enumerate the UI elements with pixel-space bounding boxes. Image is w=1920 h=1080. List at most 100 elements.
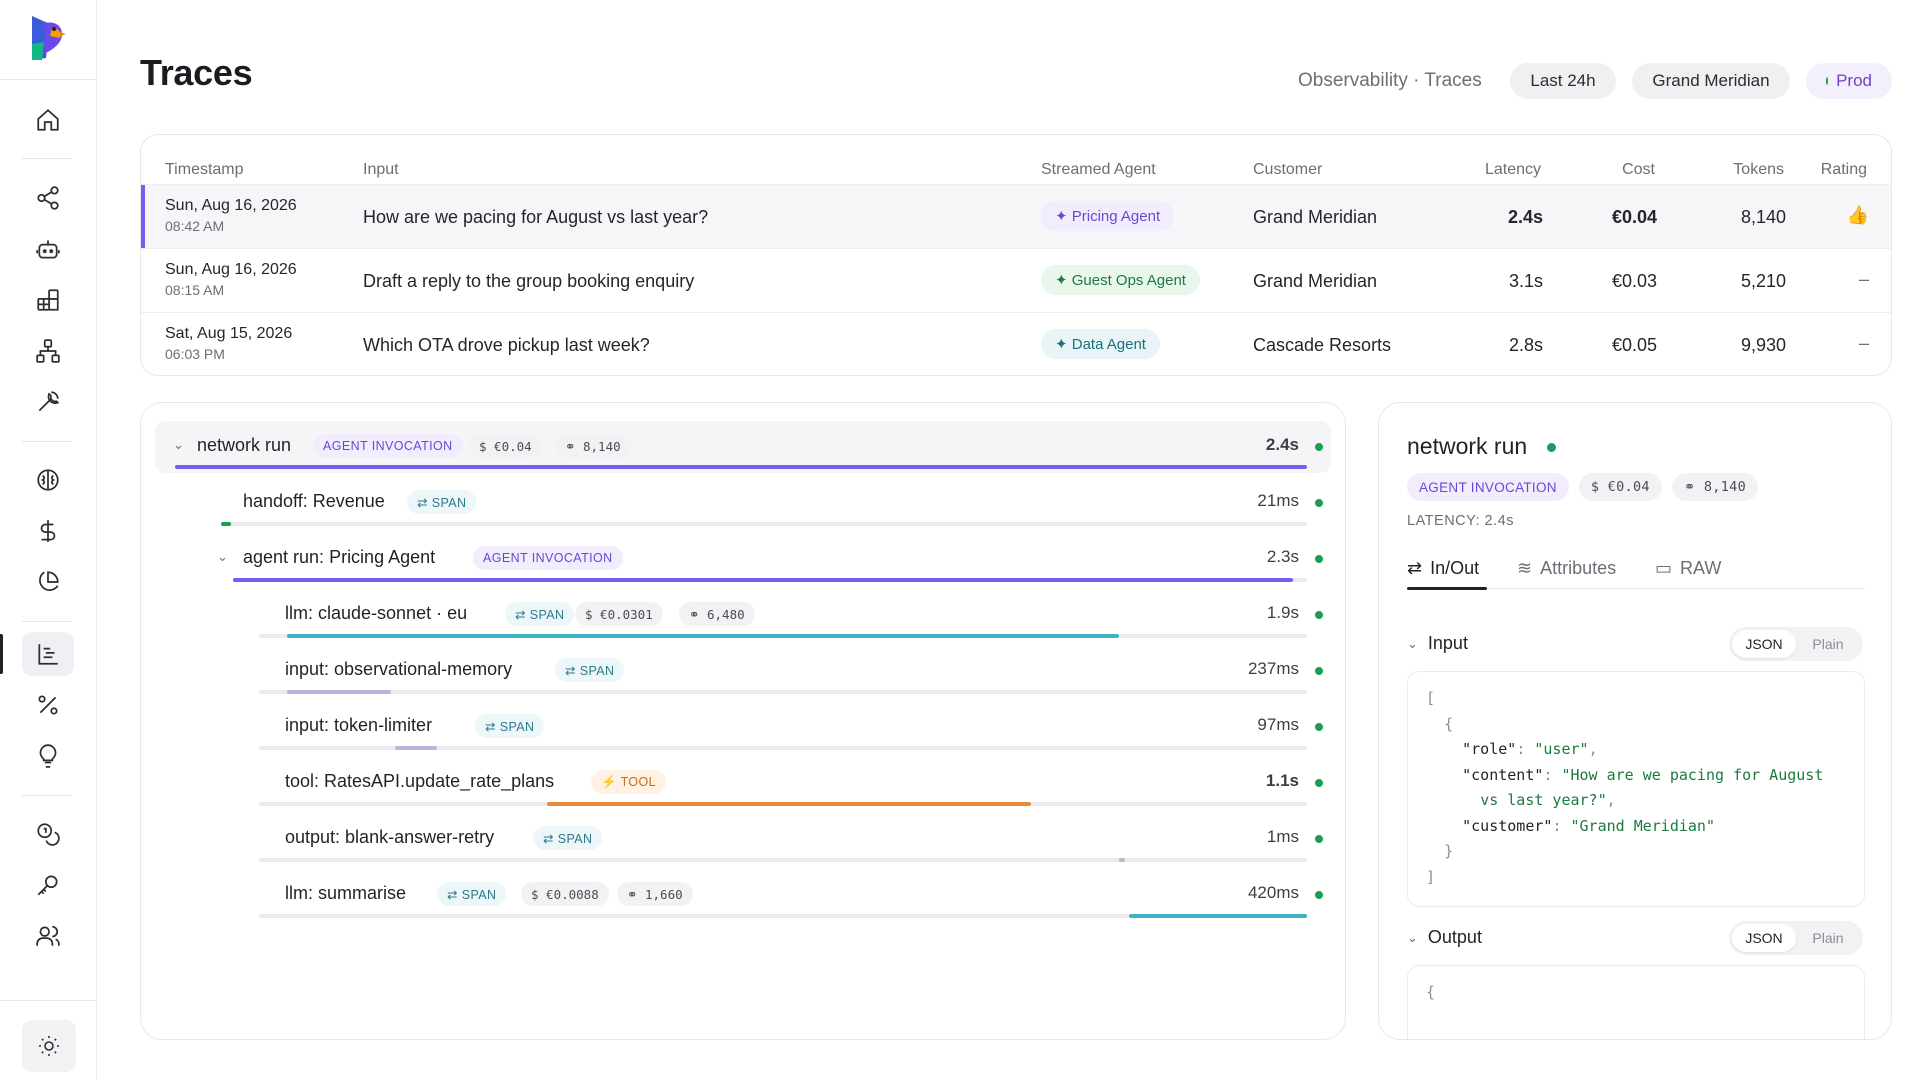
tab-attributes[interactable]: ≋ Attributes	[1517, 553, 1616, 583]
row-input: Which OTA drove pickup last week?	[363, 335, 650, 355]
header-input[interactable]: Input	[363, 161, 399, 178]
detail-tabs: ⇄ In/Out ≋ Attributes ▭ RAW	[1407, 545, 1865, 590]
span-name: agent run: Pricing Agent	[243, 547, 436, 567]
header-rating[interactable]: Rating	[1820, 161, 1867, 178]
sun-icon	[39, 1036, 59, 1056]
type-tag: AGENT INVOCATION	[1407, 473, 1569, 501]
output-section-toggle[interactable]: ⌄ Output	[1407, 927, 1482, 948]
coins-icon	[37, 823, 60, 846]
format-plain-button[interactable]: Plain	[1812, 930, 1844, 946]
nav-credits[interactable]	[22, 812, 74, 856]
input-section-toggle[interactable]: ⌄ Input	[1407, 633, 1468, 654]
tab-label: RAW	[1680, 557, 1722, 578]
nav-keys[interactable]	[22, 863, 74, 907]
app-logo[interactable]	[28, 14, 68, 62]
span-name: handoff: Revenue	[243, 491, 385, 511]
row-cost: €0.03	[1611, 271, 1657, 291]
row-tokens: 9,930	[1740, 335, 1786, 355]
timeline-track	[259, 858, 1307, 862]
table-row[interactable]: Sun, Aug 16, 2026 08:42 AM How are we pa…	[141, 184, 1891, 249]
nav-billing[interactable]	[22, 509, 74, 553]
theme-toggle-button[interactable]	[22, 1020, 76, 1072]
environment-label: Prod	[1836, 71, 1872, 90]
row-rating[interactable]: 👍	[1846, 205, 1869, 225]
row-cost: €0.05	[1611, 335, 1657, 355]
format-json-button[interactable]: JSON	[1732, 924, 1796, 952]
span-row-output-retry[interactable]: output: blank-answer-retry ⇄ SPAN 1ms	[155, 813, 1331, 865]
format-json-button[interactable]: JSON	[1732, 630, 1796, 658]
customer-filter[interactable]: Grand Meridian	[1632, 63, 1790, 99]
row-customer: Cascade Resorts	[1253, 335, 1392, 355]
nav-insights[interactable]	[22, 734, 74, 778]
key-icon	[37, 875, 58, 896]
json-key: "role"	[1462, 740, 1517, 758]
sidebar-divider	[0, 79, 96, 80]
header-cost[interactable]: Cost	[1622, 161, 1655, 178]
tokens-tag: ⚭ 1,660	[617, 882, 693, 906]
environment-filter[interactable]: Prod	[1806, 63, 1892, 99]
timeline-bar	[395, 746, 437, 750]
nav-evals[interactable]	[22, 683, 74, 727]
chevron-down-icon[interactable]: ⌄	[173, 437, 184, 452]
span-row-agent-run[interactable]: ⌄ agent run: Pricing Agent AGENT INVOCAT…	[155, 533, 1331, 585]
type-tag: ⚡ TOOL	[591, 770, 667, 794]
tokens-tag: ⚭ 8,140	[555, 434, 631, 458]
chevron-down-icon: ⌄	[1407, 635, 1418, 651]
timeline-bar	[1119, 858, 1125, 862]
nav-share[interactable]	[22, 176, 74, 220]
row-rating[interactable]: –	[1858, 269, 1869, 289]
header-customer[interactable]: Customer	[1253, 161, 1323, 178]
nav-blocks[interactable]	[22, 278, 74, 322]
lightbulb-icon	[39, 744, 57, 768]
header-latency[interactable]: Latency	[1484, 161, 1541, 178]
output-format-toggle: JSON Plain	[1729, 921, 1863, 955]
header-tokens[interactable]: Tokens	[1733, 161, 1784, 178]
table-row[interactable]: Sat, Aug 15, 2026 06:03 PM Which OTA dro…	[141, 312, 1891, 375]
sidebar-divider	[22, 441, 72, 442]
status-dot	[1315, 443, 1323, 451]
span-row-tool-rates[interactable]: tool: RatesAPI.update_rate_plans ⚡ TOOL …	[155, 757, 1331, 809]
nav-team[interactable]	[22, 914, 74, 958]
header-timestamp[interactable]: Timestamp	[165, 161, 244, 178]
blocks-icon	[37, 289, 59, 311]
span-row-handoff[interactable]: handoff: Revenue ⇄ SPAN 21ms	[155, 477, 1331, 529]
tab-raw[interactable]: ▭ RAW	[1655, 553, 1721, 583]
nav-analytics[interactable]	[22, 560, 74, 604]
tab-in-out[interactable]: ⇄ In/Out	[1407, 553, 1479, 583]
span-row-network-run[interactable]: ⌄ network run AGENT INVOCATION $ €0.04 ⚭…	[155, 421, 1331, 473]
timeline-track	[259, 746, 1307, 750]
time-range-filter[interactable]: Last 24h	[1510, 63, 1616, 99]
status-dot	[1315, 723, 1323, 731]
row-date: Sat, Aug 15, 2026	[165, 325, 293, 342]
tab-label: In/Out	[1430, 557, 1480, 578]
row-rating[interactable]: –	[1858, 333, 1869, 353]
sidebar-divider	[22, 158, 72, 159]
nav-traces[interactable]	[22, 632, 74, 676]
nav-tools[interactable]	[22, 380, 74, 424]
section-label: Input	[1427, 633, 1468, 653]
chevron-down-icon[interactable]: ⌄	[217, 549, 228, 564]
table-row[interactable]: Sun, Aug 16, 2026 08:15 AM Draft a reply…	[141, 248, 1891, 312]
span-duration: 1.1s	[1265, 771, 1299, 790]
span-duration: 420ms	[1247, 883, 1299, 902]
span-row-observational-memory[interactable]: input: observational-memory ⇄ SPAN 237ms	[155, 645, 1331, 697]
tokens-tag: ⚭ 8,140	[1671, 473, 1759, 501]
brain-icon	[37, 469, 59, 491]
nav-home[interactable]	[22, 98, 74, 142]
span-name: input: observational-memory	[285, 659, 513, 679]
status-dot	[1315, 499, 1323, 507]
nav-memory[interactable]	[22, 458, 74, 502]
detail-title: network run	[1407, 433, 1528, 459]
span-row-token-limiter[interactable]: input: token-limiter ⇄ SPAN 97ms	[155, 701, 1331, 753]
span-row-llm-claude[interactable]: llm: claude-sonnet · eu ⇄ SPAN $ €0.0301…	[155, 589, 1331, 641]
home-icon	[37, 109, 59, 131]
nav-active-indicator	[0, 634, 3, 674]
status-dot	[1315, 779, 1323, 787]
format-plain-button[interactable]: Plain	[1812, 636, 1844, 652]
span-duration: 97ms	[1257, 715, 1299, 734]
nav-network[interactable]	[22, 329, 74, 373]
header-agent[interactable]: Streamed Agent	[1041, 161, 1156, 178]
sidebar-divider	[22, 621, 72, 622]
span-row-llm-summarise[interactable]: llm: summarise ⇄ SPAN $ €0.0088 ⚭ 1,660 …	[155, 869, 1331, 921]
nav-agents[interactable]	[22, 227, 74, 271]
